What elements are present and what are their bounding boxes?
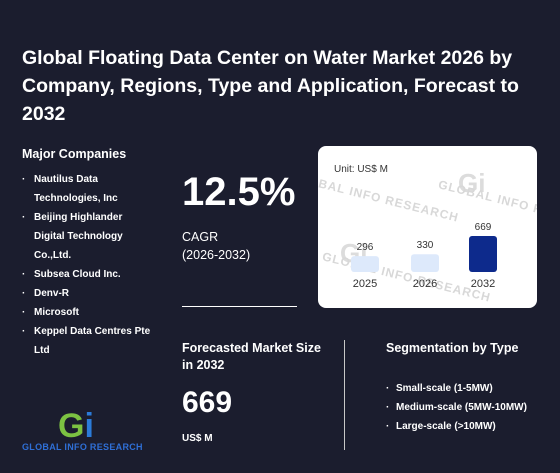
company-item: Beijing Highlander Digital Technology Co… [22,208,152,265]
divider [182,306,297,307]
bar-value-label: 296 [357,242,374,253]
forecast-value: 669 [182,386,233,419]
chart-card: Gi GLOBAL INFO RESEARCH Gi GLOBAL INFO R… [318,146,537,308]
bar-chart: 296 2025 330 2026 669 2032 [351,222,497,290]
cagr-label: CAGR [182,230,219,244]
forecast-label: Forecasted Market Size in 2032 [182,341,321,372]
bar-value-label: 330 [417,240,434,251]
logo-text: GLOBAL INFO RESEARCH [22,442,143,452]
bar-2025 [351,256,379,272]
companies-list: Nautilus Data Technologies, Inc Beijing … [22,170,152,360]
vertical-divider [344,340,345,450]
company-logo: Gi GLOBAL INFO RESEARCH [22,408,152,458]
cagr-value: 12.5% [182,170,296,214]
category-label: 2032 [471,278,495,290]
logo-mark-g: G [58,407,85,445]
logo-mark: Gi [58,408,94,444]
segmentation-heading: Segmentation by Type [386,341,519,355]
company-item: Keppel Data Centres Pte Ltd [22,322,152,360]
bar-value-label: 669 [475,222,492,233]
forecast-unit: US$ M [182,433,213,444]
segment-item: Small-scale (1-5MW) [386,379,536,398]
bar-2032 [469,236,497,272]
page-title: Global Floating Data Center on Water Mar… [22,47,519,125]
logo-mark-i: i [84,407,94,445]
category-label: 2026 [413,278,437,290]
cagr-period: (2026-2032) [182,248,251,262]
company-item: Nautilus Data Technologies, Inc [22,170,152,208]
chart-unit-label: Unit: US$ M [334,164,388,175]
segment-item: Medium-scale (5MW-10MW) [386,398,536,417]
company-item: Denv-R [22,284,152,303]
company-item: Subsea Cloud Inc. [22,265,152,284]
bar-2026 [411,254,439,272]
category-label: 2025 [353,278,377,290]
company-item: Microsoft [22,303,152,322]
watermark-logo: Gi [458,168,486,198]
segment-item: Large-scale (>10MW) [386,417,536,436]
segmentation-list: Small-scale (1-5MW) Medium-scale (5MW-10… [386,379,536,436]
companies-heading: Major Companies [22,147,127,161]
